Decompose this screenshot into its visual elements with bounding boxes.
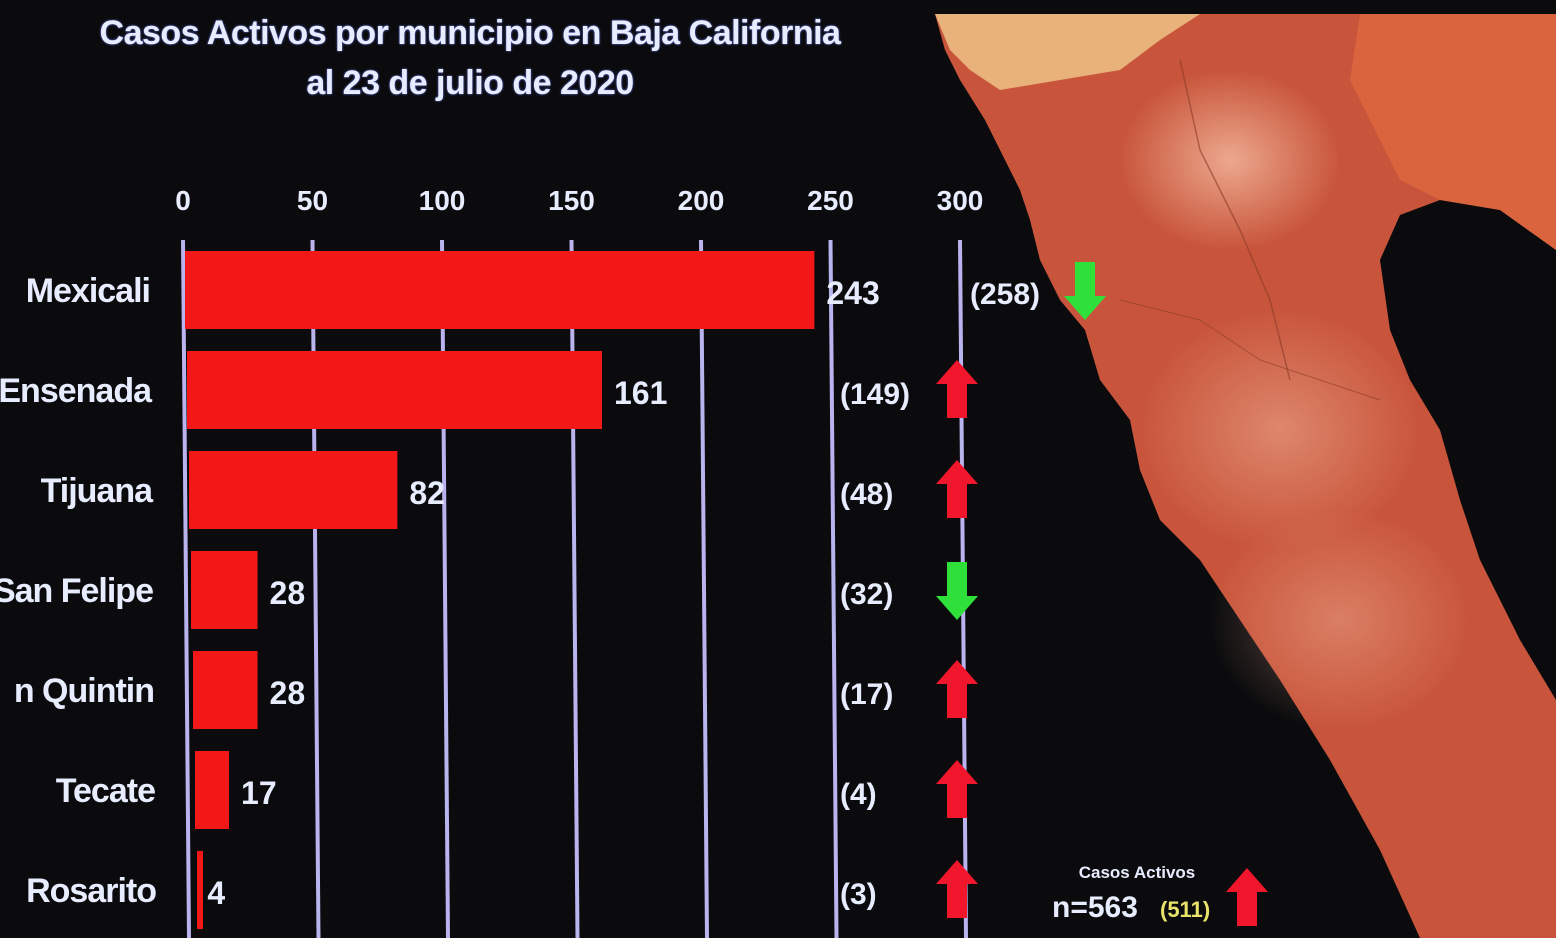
- value-label: 4: [207, 875, 225, 911]
- summary-trend-up-arrow-icon: [1226, 868, 1268, 926]
- x-tick-label: 300: [937, 185, 984, 216]
- x-axis: 0 50 100 150 200 250 300: [175, 185, 983, 216]
- trend-up-arrow-icon: [936, 460, 978, 518]
- map-glare: [1120, 70, 1340, 250]
- summary-previous: (511): [1160, 897, 1210, 922]
- gridline: [181, 239, 191, 938]
- trend-up-arrow-icon: [936, 860, 978, 918]
- bar: [193, 651, 258, 729]
- bar: [195, 751, 230, 829]
- category-label: n Quintin: [14, 672, 154, 710]
- category-label: Ensenada: [0, 372, 153, 410]
- summary-label: Casos Activos: [1079, 863, 1196, 882]
- previous-value-labels: (258) (149) (48) (32) (17) (4) (3): [840, 278, 1040, 911]
- category-label: San Felipe: [0, 572, 153, 610]
- x-tick-label: 100: [419, 185, 466, 216]
- value-labels: 243 161 82 28 28 17 4: [207, 275, 879, 911]
- chart-subtitle: al 23 de julio de 2020: [306, 64, 634, 102]
- trend-up-arrow-icon: [936, 660, 978, 718]
- x-tick-label: 250: [807, 185, 854, 216]
- value-label: 161: [614, 375, 667, 411]
- bar: [189, 451, 398, 529]
- gridline: [699, 239, 709, 938]
- previous-value-label: (17): [840, 678, 893, 711]
- value-label: 243: [826, 275, 879, 311]
- map-land-beige: [935, 14, 1200, 90]
- value-label: 17: [241, 775, 277, 811]
- bar: [187, 351, 602, 429]
- value-label: 28: [270, 675, 306, 711]
- x-tick-label: 50: [297, 185, 328, 216]
- gridline: [440, 239, 450, 938]
- trend-down-arrow-icon: [936, 562, 978, 620]
- x-tick-label: 0: [175, 185, 191, 216]
- summary-block: Casos Activos n=563 (511): [1052, 863, 1268, 926]
- category-labels: Mexicali Ensenada Tijuana San Felipe n Quint…: [0, 272, 157, 910]
- category-label: Mexicali: [26, 272, 150, 310]
- bar: [197, 851, 203, 929]
- category-label: Tecate: [56, 772, 155, 810]
- chart-title: Casos Activos por municipio en Baja Cali…: [99, 14, 841, 52]
- summary-total: n=563: [1052, 891, 1138, 924]
- previous-value-label: (149): [840, 378, 910, 411]
- value-label: 82: [409, 475, 445, 511]
- previous-value-label: (3): [840, 878, 877, 911]
- x-tick-label: 200: [678, 185, 725, 216]
- map-land-northeast: [1350, 14, 1556, 250]
- trend-down-arrow-icon: [1064, 262, 1106, 320]
- value-label: 28: [270, 575, 306, 611]
- gridline: [310, 239, 321, 938]
- bar: [185, 251, 815, 329]
- gridline: [569, 239, 580, 938]
- x-tick-label: 150: [548, 185, 595, 216]
- gridline: [828, 239, 839, 938]
- category-label: Rosarito: [26, 872, 156, 910]
- category-label: Tijuana: [41, 472, 154, 510]
- previous-value-label: (4): [840, 778, 877, 811]
- previous-value-label: (48): [840, 478, 893, 511]
- trend-up-arrow-icon: [936, 360, 978, 418]
- background-map: [935, 14, 1556, 938]
- trend-arrows: [936, 262, 1106, 918]
- bar-series: [185, 251, 815, 929]
- bar: [191, 551, 258, 629]
- previous-value-label: (32): [840, 578, 893, 611]
- trend-up-arrow-icon: [936, 760, 978, 818]
- previous-value-label: (258): [970, 278, 1040, 311]
